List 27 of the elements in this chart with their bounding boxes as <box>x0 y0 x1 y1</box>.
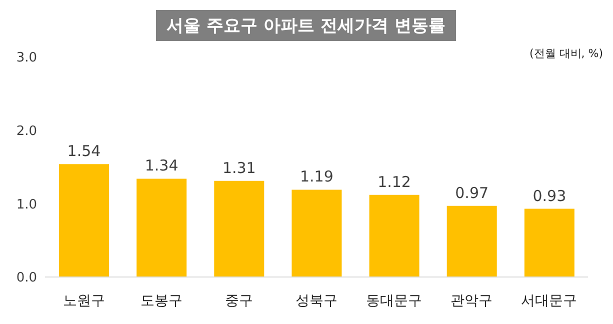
x-tick-label: 관악구 <box>450 292 493 309</box>
bar <box>524 208 574 277</box>
bar <box>292 190 342 277</box>
y-tick-label: 3.0 <box>16 50 37 66</box>
data-label: 1.12 <box>378 172 411 191</box>
x-tick-label: 노원구 <box>62 292 105 309</box>
y-tick-label: 2.0 <box>16 124 37 139</box>
bar <box>369 194 420 277</box>
chart-subtitle: (전월 대비, %) <box>529 46 603 61</box>
bar <box>59 164 109 277</box>
data-label: 0.93 <box>532 186 566 205</box>
x-tick-label: 서대문구 <box>521 292 578 309</box>
x-tick-label: 동대문구 <box>366 292 422 309</box>
bar <box>136 178 187 277</box>
data-label: 1.34 <box>144 156 178 175</box>
y-tick-label: 1.0 <box>16 197 37 212</box>
bar <box>446 206 497 277</box>
data-label: 1.54 <box>67 142 101 160</box>
data-label: 0.97 <box>455 184 489 202</box>
x-tick-label: 성북구 <box>296 292 338 309</box>
x-tick-label: 중구 <box>224 292 253 309</box>
y-tick-label: 0.0 <box>16 270 37 286</box>
data-label: 1.19 <box>300 168 334 186</box>
bar <box>214 180 264 277</box>
data-label: 1.31 <box>222 158 256 177</box>
chart-title: 서울 주요구 아파트 전세가격 변동률 <box>156 10 456 41</box>
x-tick-label: 도봉구 <box>140 292 182 309</box>
